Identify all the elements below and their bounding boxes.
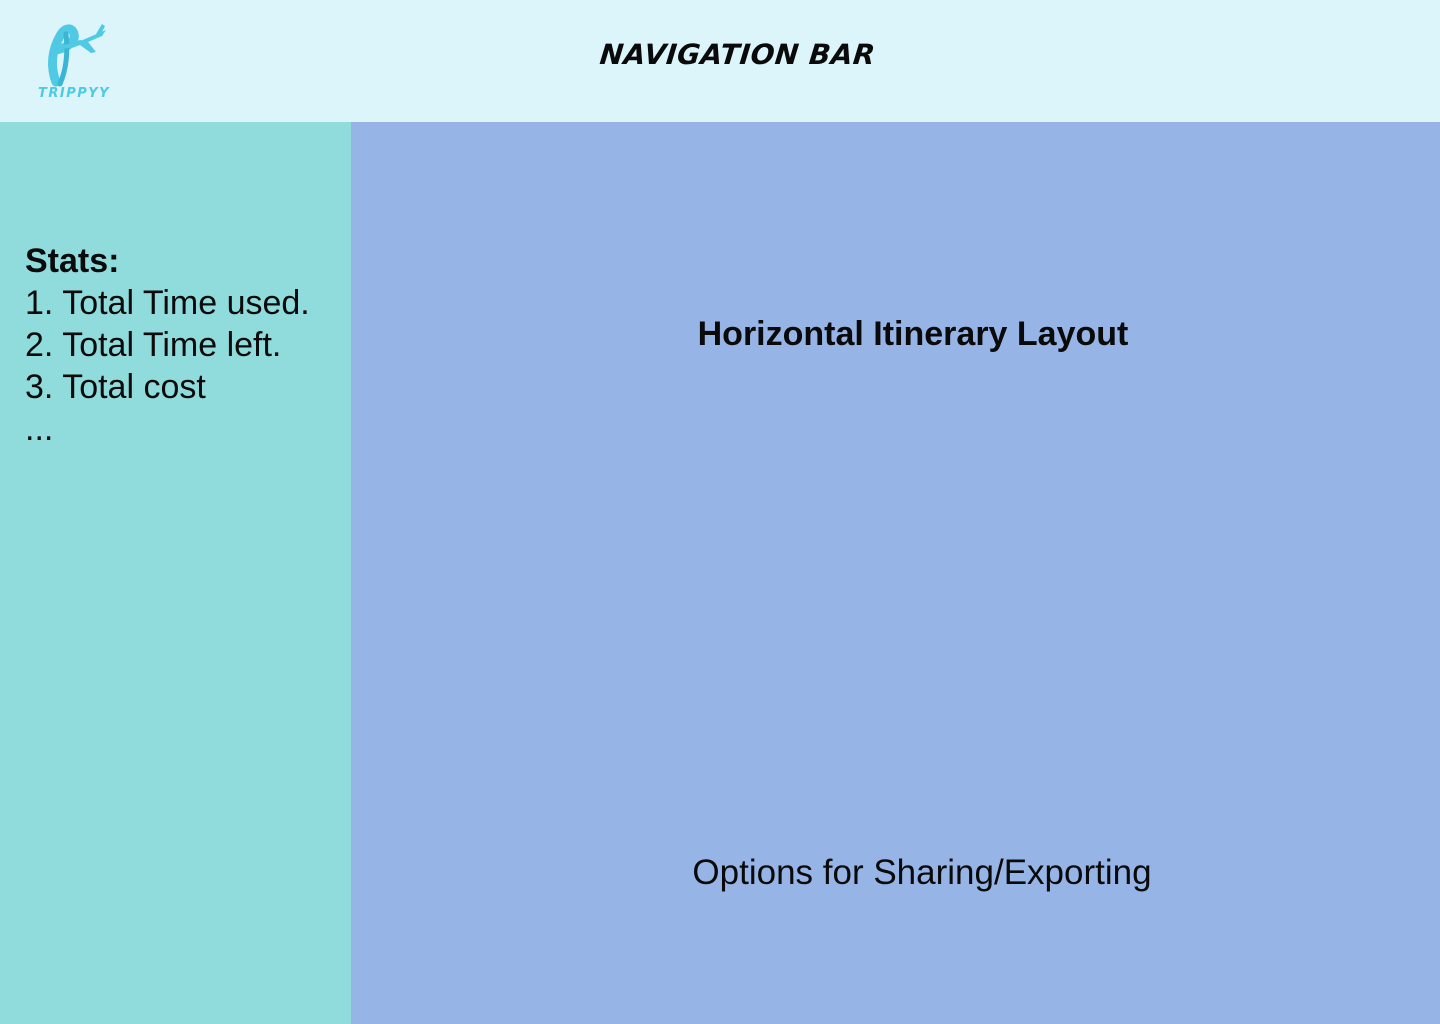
stats-item-total-cost: 3. Total cost <box>25 368 206 406</box>
stats-sidebar: Stats: 1. Total Time used. 2. Total Time… <box>0 122 351 1024</box>
navigation-bar: TRIPPYY NAVIGATION BAR <box>0 0 1440 122</box>
stats-item-total-time-left: 2. Total Time left. <box>25 326 282 364</box>
airplane-logo-icon <box>48 24 106 87</box>
stats-item-total-time-used: 1. Total Time used. <box>25 284 310 322</box>
stats-panel: Stats: 1. Total Time used. 2. Total Time… <box>25 240 345 450</box>
logo-wordmark: TRIPPYY <box>38 86 111 101</box>
stats-heading: Stats: <box>25 242 120 280</box>
itinerary-main-area: Horizontal Itinerary Layout Options for … <box>351 122 1440 1024</box>
navigation-bar-title: NAVIGATION BAR <box>598 38 878 71</box>
itinerary-layout-title: Horizontal Itinerary Layout <box>697 315 1129 353</box>
trippyy-logo[interactable]: TRIPPYY <box>36 20 111 106</box>
stats-item-more: ... <box>25 410 54 448</box>
stats-list: 1. Total Time used. 2. Total Time left. … <box>25 282 345 450</box>
share-export-options[interactable]: Options for Sharing/Exporting <box>692 853 1152 892</box>
